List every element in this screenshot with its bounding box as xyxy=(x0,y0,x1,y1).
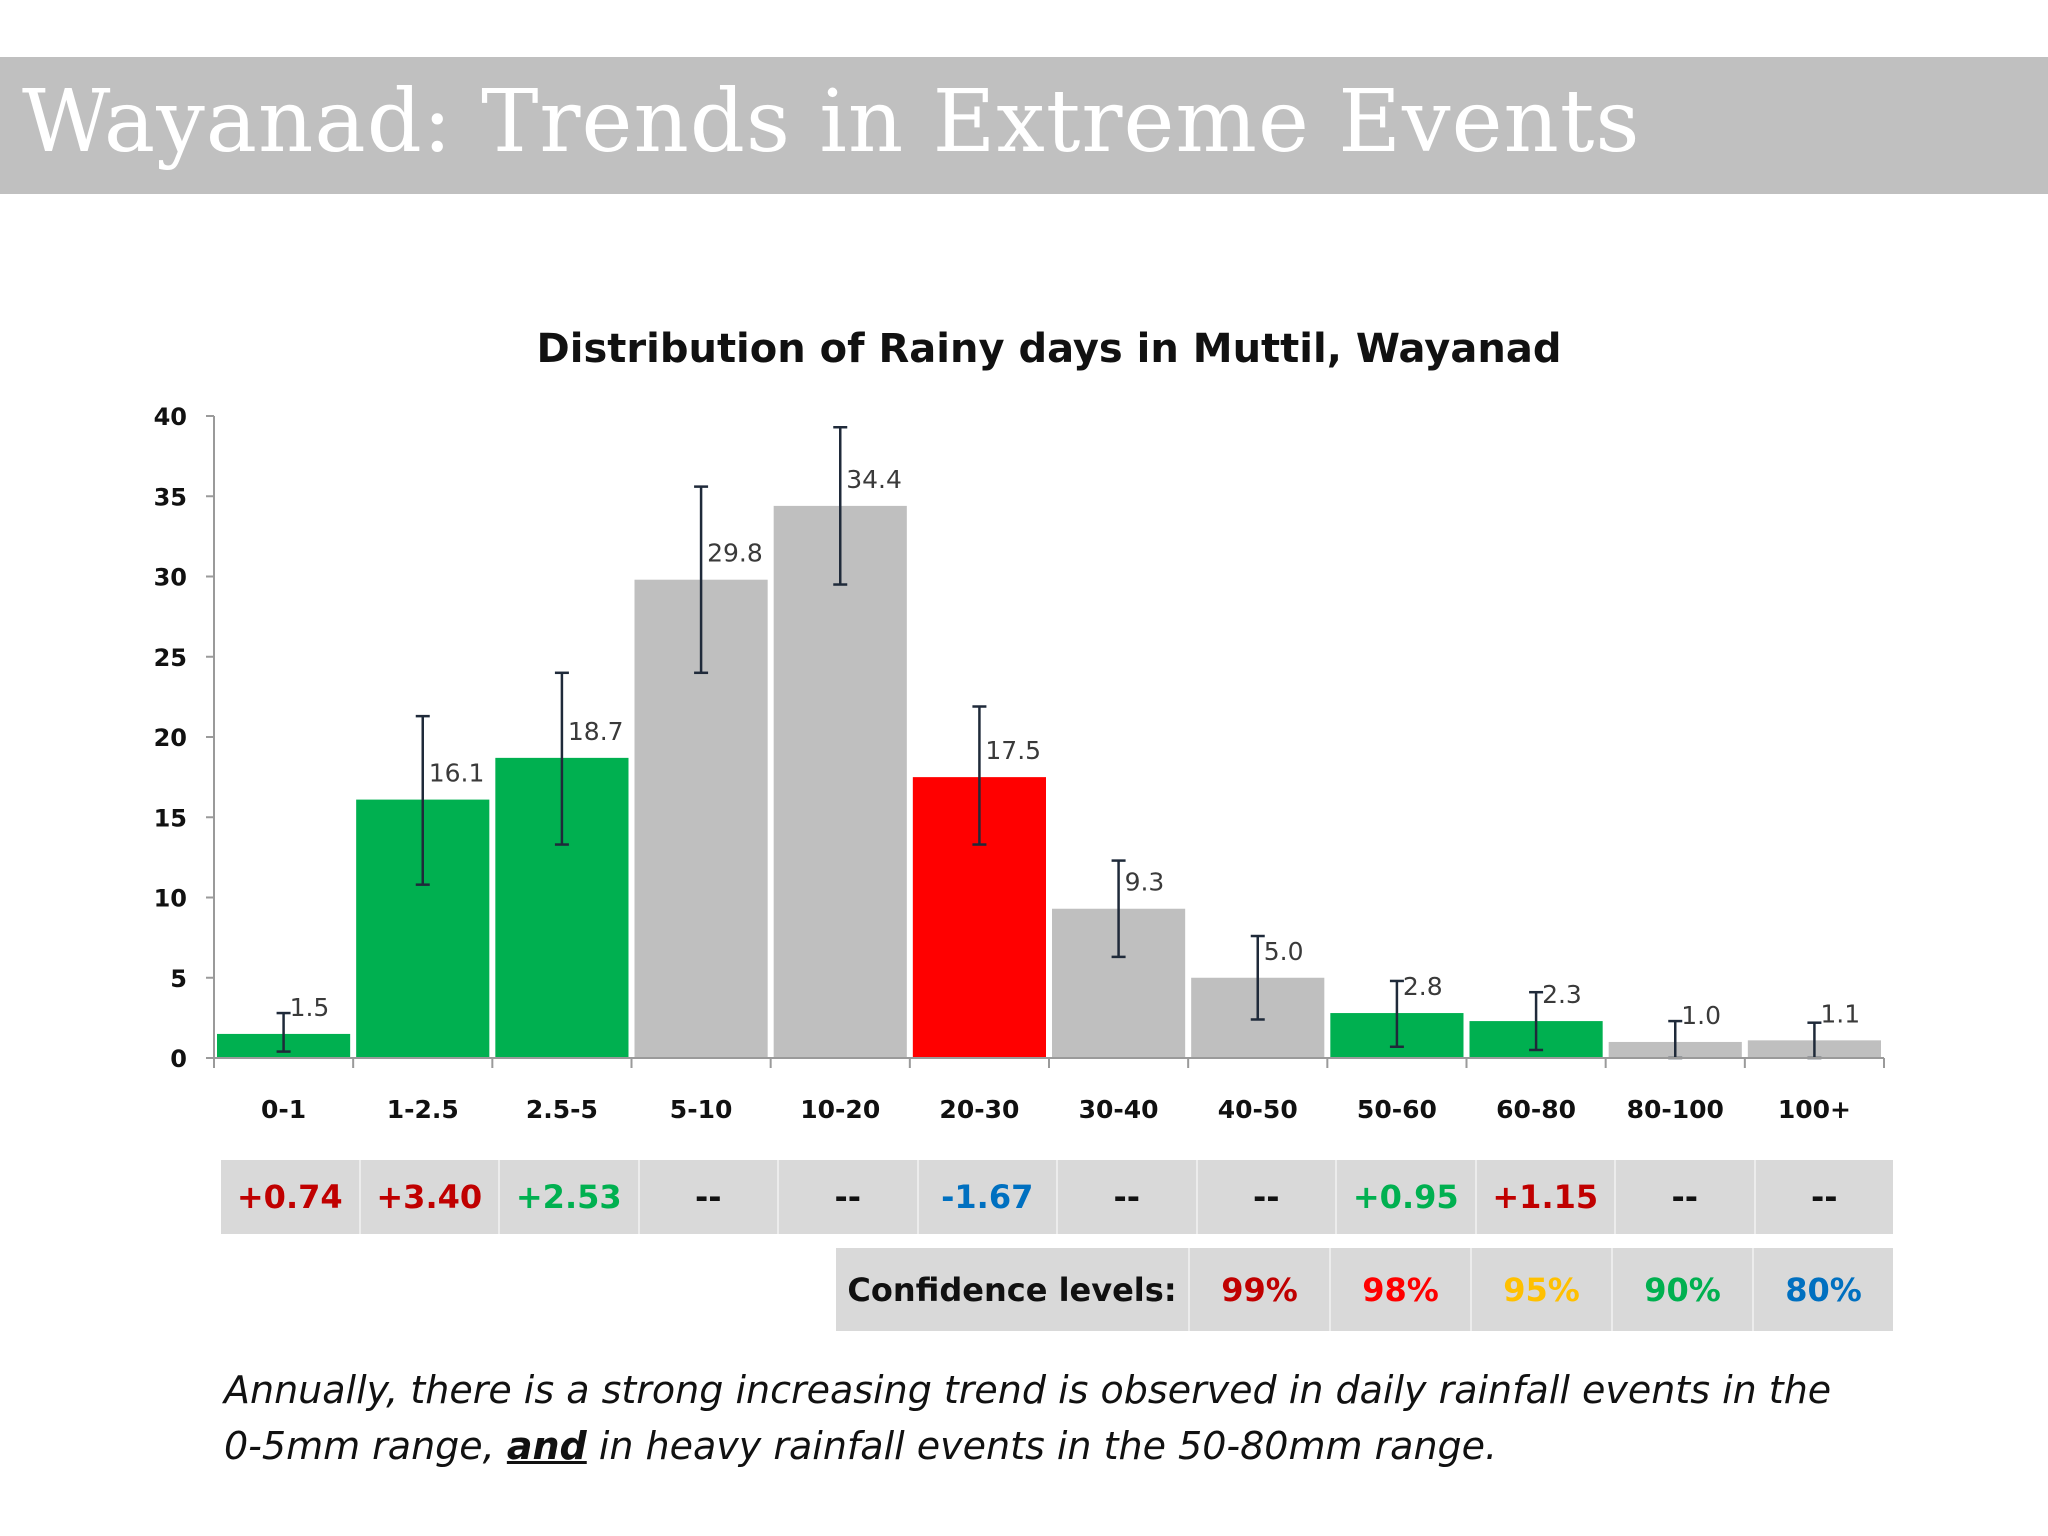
confidence-level-2: 95% xyxy=(1472,1248,1613,1331)
y-tick-label-5: 25 xyxy=(154,644,187,672)
x-tick-label-5: 20-30 xyxy=(939,1095,1019,1124)
trend-cell-8: +0.95 xyxy=(1337,1160,1477,1234)
x-tick-label-4: 10-20 xyxy=(800,1095,880,1124)
x-tick-label-6: 30-40 xyxy=(1079,1095,1159,1124)
data-label-6: 9.3 xyxy=(1125,868,1165,897)
trend-table: +0.74 +3.40 +2.53 -- -- -1.67 -- -- +0.95 +1.15 --… xyxy=(221,1160,1893,1234)
x-tick-label-1: 1-2.5 xyxy=(387,1095,459,1124)
x-tick-label-10: 80-100 xyxy=(1627,1095,1724,1124)
y-tick-label-4: 20 xyxy=(154,724,187,752)
trend-cell-9: +1.15 xyxy=(1477,1160,1616,1234)
trend-cell-1: +3.40 xyxy=(361,1160,500,1234)
confidence-label: Confidence levels: xyxy=(836,1248,1190,1331)
bar-4 xyxy=(773,505,907,1058)
chart: Distribution of Rainy days in Muttil, Wa… xyxy=(154,326,1885,1124)
trend-cell-10: -- xyxy=(1616,1160,1756,1234)
x-tick-label-8: 50-60 xyxy=(1357,1095,1437,1124)
data-label-10: 1.0 xyxy=(1681,1001,1721,1030)
caption-emphasis: and xyxy=(506,1424,587,1468)
caption-text-end: in heavy rainfall events in the 50-80mm … xyxy=(586,1424,1498,1468)
data-label-2: 18.7 xyxy=(568,717,624,746)
trend-cell-5: -1.67 xyxy=(919,1160,1058,1234)
data-label-7: 5.0 xyxy=(1264,937,1304,966)
trend-cell-0: +0.74 xyxy=(221,1160,361,1234)
data-label-11: 1.1 xyxy=(1820,999,1860,1028)
y-tick-label-7: 35 xyxy=(154,483,187,511)
data-label-4: 34.4 xyxy=(846,465,902,494)
data-label-9: 2.3 xyxy=(1542,980,1582,1009)
y-tick-label-8: 40 xyxy=(154,403,187,431)
confidence-level-4: 80% xyxy=(1785,1270,1862,1309)
confidence-level-0: 99% xyxy=(1190,1248,1331,1331)
x-tick-label-9: 60-80 xyxy=(1496,1095,1576,1124)
data-label-8: 2.8 xyxy=(1403,972,1443,1001)
x-tick-label-3: 5-10 xyxy=(670,1095,733,1124)
title-bar xyxy=(0,57,2048,194)
caption: Annually, there is a strong increasing t… xyxy=(224,1362,1864,1474)
y-tick-label-3: 15 xyxy=(154,804,187,832)
x-tick-label-7: 40-50 xyxy=(1218,1095,1298,1124)
y-tick-label-0: 0 xyxy=(170,1045,187,1073)
trend-cell-6: -- xyxy=(1058,1160,1198,1234)
x-tick-label-2: 2.5-5 xyxy=(526,1095,598,1124)
x-tick-label-11: 100+ xyxy=(1778,1095,1851,1124)
trend-cell-3: -- xyxy=(640,1160,779,1234)
slide-title: Wayanad: Trends in Extreme Events xyxy=(22,72,1641,172)
trend-cell-4: -- xyxy=(779,1160,919,1234)
x-tick-label-0: 0-1 xyxy=(261,1095,306,1124)
trend-cell-2: +2.53 xyxy=(500,1160,640,1234)
data-label-3: 29.8 xyxy=(707,539,763,568)
confidence-table: Confidence levels: 99% 98% 95% 90% 80% xyxy=(836,1248,1893,1331)
y-tick-label-2: 10 xyxy=(154,885,187,913)
trend-cell-7: -- xyxy=(1198,1160,1337,1234)
confidence-level-1: 98% xyxy=(1331,1248,1472,1331)
caption-text-start: Annually, there is a strong increasing t… xyxy=(224,1368,1832,1468)
data-label-5: 17.5 xyxy=(985,736,1041,765)
confidence-level-3: 90% xyxy=(1613,1248,1754,1331)
trend-cell-11: -- xyxy=(1810,1178,1838,1216)
y-tick-label-1: 5 xyxy=(170,965,187,993)
data-label-0: 1.5 xyxy=(290,993,330,1022)
chart-title: Distribution of Rainy days in Muttil, Wa… xyxy=(537,326,1562,372)
data-label-1: 16.1 xyxy=(429,759,485,788)
y-tick-label-6: 30 xyxy=(154,564,187,592)
